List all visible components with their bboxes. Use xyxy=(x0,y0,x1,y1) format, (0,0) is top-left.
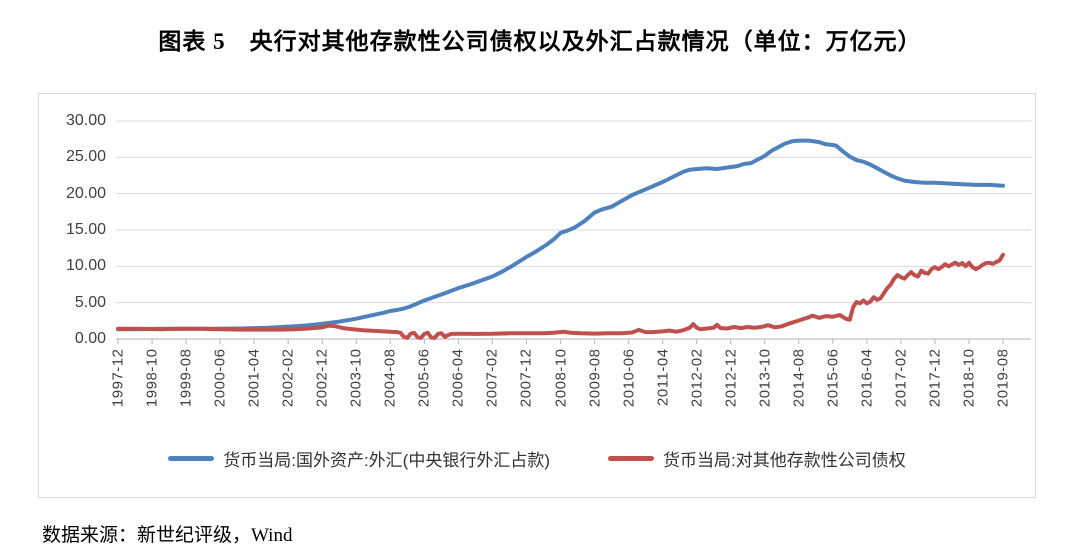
x-tick-label: 2011-04 xyxy=(654,348,672,406)
chart-plot xyxy=(116,120,1031,344)
x-tick-label: 1997-12 xyxy=(109,348,127,408)
y-tick-label: 20.00 xyxy=(65,184,106,202)
x-tick-label: 2012-12 xyxy=(722,348,740,408)
series-line-1 xyxy=(116,252,1005,340)
x-tick-label: 2002-02 xyxy=(279,348,297,408)
x-tick-label: 2003-10 xyxy=(347,348,365,408)
x-tick-label: 2017-02 xyxy=(892,348,910,408)
y-tick-label: 15.00 xyxy=(65,221,106,238)
chart-area: 30.00 25.00 20.00 15.00 10.00 5.00 0.00 1997-1… xyxy=(38,93,1036,498)
x-tick-label: 2015-06 xyxy=(824,348,842,408)
source-note: 数据来源：新世纪评级，Wind xyxy=(42,525,293,546)
x-tick-label: 2016-04 xyxy=(858,348,876,408)
x-tick-label: 2010-06 xyxy=(620,348,638,408)
legend-item-claims: 货币当局:对其他存款性公司债权 xyxy=(608,446,906,471)
x-tick-label: 2004-08 xyxy=(381,348,399,408)
series-line-0 xyxy=(116,138,1005,332)
legend-label-fx: 货币当局:国外资产:外汇(中央银行外汇占款) xyxy=(223,451,551,470)
y-tick-label: 30.00 xyxy=(65,112,106,129)
x-tick-label: 2014-08 xyxy=(790,348,808,408)
x-tick-label: 2000-06 xyxy=(211,348,229,408)
x-tick-label: 2006-04 xyxy=(449,348,467,408)
x-tick-label: 2007-12 xyxy=(517,348,535,408)
y-tick-label: 5.00 xyxy=(74,293,106,311)
x-tick-label: 2001-04 xyxy=(245,348,263,408)
legend-marker-claims-line xyxy=(608,456,655,461)
x-tick-label: 2005-06 xyxy=(415,348,433,408)
legend-item-fx: 货币当局:国外资产:外汇(中央银行外汇占款) xyxy=(168,446,550,471)
x-tick-label: 2019-08 xyxy=(994,348,1012,408)
y-tick-label: 10.00 xyxy=(65,257,106,275)
y-tick-label: 25.00 xyxy=(65,148,106,166)
x-tick-label: 1998-10 xyxy=(143,348,161,408)
x-tick-label: 2009-08 xyxy=(586,348,604,408)
x-tick-label: 2013-10 xyxy=(756,348,774,408)
x-tick-label: 2008-10 xyxy=(552,348,569,408)
y-tick-label: 0.00 xyxy=(74,330,106,347)
x-tick-label: 2012-02 xyxy=(688,348,706,408)
x-tick-label: 2017-12 xyxy=(926,348,944,408)
x-tick-label: 2018-10 xyxy=(960,348,978,408)
x-tick-label: 2002-12 xyxy=(313,348,331,408)
chart-legend: 货币当局:国外资产:外汇(中央银行外汇占款) 货币当局:对其他存款性公司债权 xyxy=(39,446,1035,471)
x-tick-label: 1999-08 xyxy=(177,348,195,408)
legend-label-claims: 货币当局:对其他存款性公司债权 xyxy=(663,451,906,470)
legend-marker-fx-line xyxy=(168,456,215,461)
x-tick-label: 2007-02 xyxy=(483,348,501,408)
chart-title: 图表 5 央行对其他存款性公司债权以及外汇占款情况（单位：万亿元） xyxy=(158,29,922,54)
